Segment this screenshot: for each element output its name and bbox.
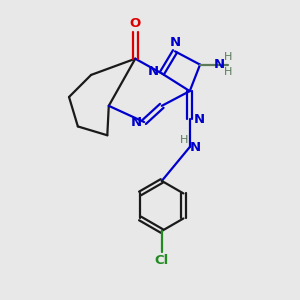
Text: H: H [224, 52, 232, 62]
Text: H: H [224, 67, 232, 77]
Text: N: N [190, 141, 201, 154]
Text: H: H [180, 135, 188, 145]
Text: N: N [148, 65, 159, 79]
Text: O: O [130, 17, 141, 30]
Text: N: N [213, 58, 224, 71]
Text: Cl: Cl [155, 254, 169, 267]
Text: N: N [193, 112, 204, 126]
Text: N: N [130, 116, 142, 128]
Text: N: N [169, 36, 181, 49]
